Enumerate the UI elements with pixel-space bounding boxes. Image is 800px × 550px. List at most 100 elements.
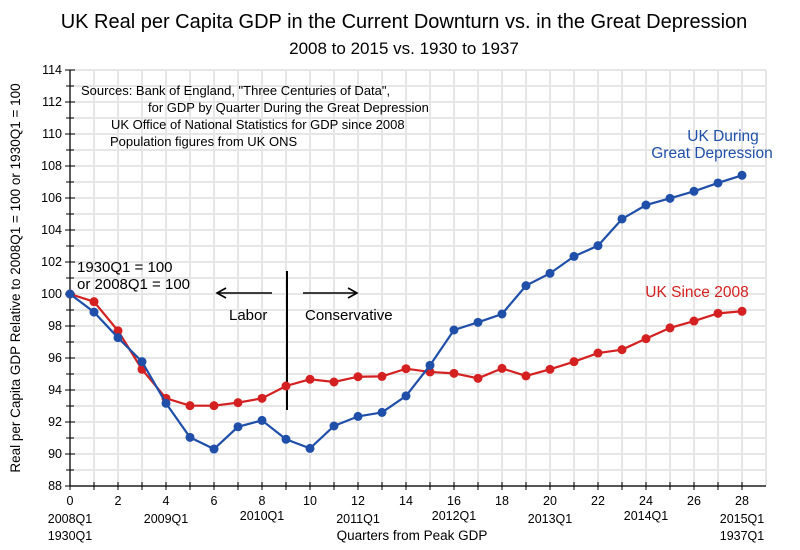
data-point [89, 307, 99, 317]
data-point [617, 214, 627, 224]
x-date-label: 2010Q1 [240, 509, 285, 523]
x-date-labels: 2008Q1 1930Q1 2009Q1 2010Q1 2011Q1 2012Q1 2013… [48, 509, 765, 543]
axes [65, 69, 766, 490]
x-tick-label: 4 [163, 494, 170, 508]
left-arrow-head [215, 287, 227, 299]
sources-line-4: Population figures from UK ONS [110, 134, 297, 149]
data-point [737, 170, 747, 180]
x-tick-label: 26 [687, 494, 701, 508]
series-label-depression-line-2: Great Depression [651, 145, 772, 162]
x-date-label: 2012Q1 [432, 509, 477, 523]
series [65, 170, 747, 454]
x-tick-label: 18 [495, 494, 509, 508]
data-point [113, 326, 123, 336]
data-point [593, 241, 603, 251]
x-tick-label: 20 [543, 494, 557, 508]
y-tick-label: 110 [42, 127, 62, 141]
data-point [689, 186, 699, 196]
y-tick-label: 112 [42, 95, 62, 109]
y-tick-label: 114 [42, 63, 62, 77]
x-date-label: 2014Q1 [624, 509, 669, 523]
data-point [329, 377, 339, 387]
x-tick-labels: 0 2 4 6 8 10 12 14 16 18 20 22 24 26 28 [67, 494, 749, 508]
data-point [185, 401, 195, 411]
data-point [713, 308, 723, 318]
x-tick-label: 6 [211, 494, 218, 508]
data-point [401, 364, 411, 374]
x-tick-label: 24 [639, 494, 653, 508]
data-point [281, 434, 291, 444]
y-tick-label: 88 [48, 479, 62, 493]
data-point [521, 281, 531, 291]
y-tick-label: 104 [41, 223, 62, 237]
x-date-label: 1930Q1 [48, 529, 93, 543]
y-tick-label: 90 [48, 447, 62, 461]
base-note: 1930Q1 = 100 or 2008Q1 = 100 [77, 259, 190, 293]
data-point [89, 297, 99, 307]
right-arrow-head [347, 287, 359, 299]
data-point [473, 373, 483, 383]
y-axis-label: Real per Capita GDP Relative to 2008Q1 =… [8, 83, 23, 472]
sources-line-2: for GDP by Quarter During the Great Depr… [148, 100, 429, 115]
data-point [209, 444, 219, 454]
data-point [497, 309, 507, 319]
data-point [377, 407, 387, 417]
data-point [305, 443, 315, 453]
x-date-label: 1937Q1 [720, 529, 765, 543]
y-tick-label: 94 [48, 383, 62, 397]
data-point [665, 193, 675, 203]
x-tick-label: 8 [259, 494, 266, 508]
y-tick-label: 98 [48, 319, 62, 333]
base-note-line-2: or 2008Q1 = 100 [77, 276, 190, 293]
x-axis-label: Quarters from Peak GDP [337, 528, 488, 543]
y-tick-labels: 88 90 92 94 96 98 100 102 104 106 108 110 112 114 [41, 63, 62, 493]
series-label-since-2008: UK Since 2008 [645, 284, 748, 301]
data-point [65, 289, 75, 299]
sources-line-3: UK Office of National Statistics for GDP… [111, 117, 405, 132]
data-point [521, 371, 531, 381]
data-point [233, 398, 243, 408]
y-tick-label: 102 [41, 255, 62, 269]
data-point [377, 371, 387, 381]
data-point [281, 381, 291, 391]
data-point [737, 306, 747, 316]
label-labor: Labor [229, 307, 267, 324]
data-point [449, 368, 459, 378]
y-tick-label: 100 [41, 287, 62, 301]
data-point [641, 334, 651, 344]
sources-annotation: Sources: Bank of England, "Three Centuri… [81, 83, 429, 149]
label-conservative: Conservative [305, 307, 393, 324]
x-tick-label: 16 [447, 494, 461, 508]
data-point [569, 357, 579, 367]
data-point [617, 345, 627, 355]
x-date-label: 2009Q1 [144, 512, 189, 526]
y-tick-label: 92 [48, 415, 62, 429]
data-point [353, 372, 363, 382]
data-point [689, 316, 699, 326]
x-date-label: 2013Q1 [528, 512, 573, 526]
data-point [713, 178, 723, 188]
chart-title: UK Real per Capita GDP in the Current Do… [61, 11, 748, 33]
x-tick-label: 12 [351, 494, 365, 508]
data-point [497, 363, 507, 373]
data-point [257, 415, 267, 425]
data-point [545, 268, 555, 278]
base-note-line-1: 1930Q1 = 100 [77, 259, 173, 276]
x-date-label: 2011Q1 [336, 512, 380, 526]
sources-line-1: Sources: Bank of England, "Three Centuri… [81, 83, 390, 98]
x-tick-label: 22 [591, 494, 605, 508]
chart-subtitle: 2008 to 2015 vs. 1930 to 1937 [289, 39, 519, 58]
x-tick-label: 0 [67, 494, 74, 508]
x-date-label: 2008Q1 [48, 512, 93, 526]
x-date-label: 2015Q1 [720, 512, 765, 526]
x-tick-label: 14 [399, 494, 413, 508]
data-point [137, 357, 147, 367]
data-point [209, 401, 219, 411]
data-point [545, 364, 555, 374]
data-point [593, 348, 603, 358]
x-tick-label: 28 [735, 494, 749, 508]
data-point [257, 393, 267, 403]
data-point [449, 325, 459, 335]
series-label-depression-line-1: UK During [687, 128, 759, 145]
